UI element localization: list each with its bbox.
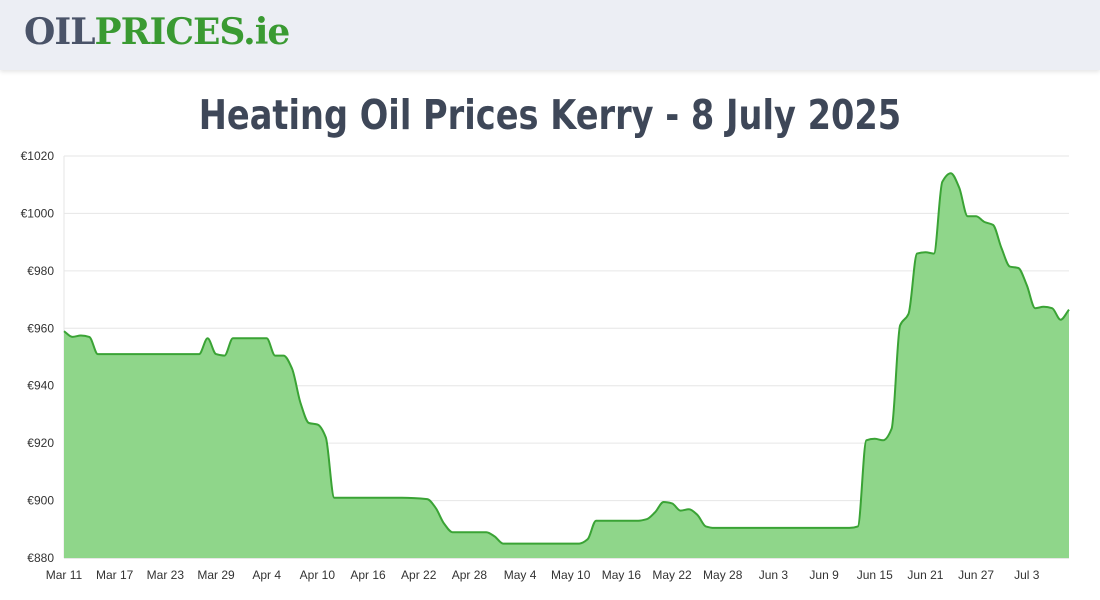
x-tick-label: Jun 9 <box>809 568 839 582</box>
y-tick-label: €980 <box>27 264 54 278</box>
x-tick-label: Mar 23 <box>147 568 185 582</box>
x-tick-label: Jun 15 <box>857 568 893 582</box>
price-area-fill <box>64 173 1069 558</box>
price-line <box>63 172 1070 545</box>
x-tick-label: Jun 3 <box>759 568 789 582</box>
logo-part-oil: OIL <box>24 11 96 53</box>
x-tick-label: May 16 <box>602 568 642 582</box>
price-chart: €880 €900 €920 €940 €960 €980 €1000 €1020 Mar 1… <box>21 149 1070 582</box>
y-tick-label: €960 <box>27 321 54 335</box>
x-tick-label: Jun 21 <box>907 568 943 582</box>
x-tick-label: Apr 22 <box>401 568 437 582</box>
x-tick-label: Apr 4 <box>252 568 281 582</box>
x-tick-label: Jun 27 <box>958 568 994 582</box>
logo-part-ie: .ie <box>243 11 290 53</box>
x-tick-label: Apr 28 <box>452 568 488 582</box>
y-tick-label: €920 <box>27 436 54 450</box>
x-tick-label: May 10 <box>551 568 591 582</box>
site-header: OILPRICES.ie <box>0 0 1100 70</box>
x-axis-ticks: Mar 11 Mar 17 Mar 23 Mar 29 Apr 4 Apr 10 Apr 1… <box>46 568 1040 582</box>
x-tick-label: Apr 16 <box>350 568 386 582</box>
x-tick-label: Apr 10 <box>300 568 336 582</box>
x-tick-label: Mar 11 <box>46 568 83 582</box>
site-logo[interactable]: OILPRICES.ie <box>24 11 290 53</box>
x-tick-label: Mar 17 <box>96 568 134 582</box>
y-tick-label: €1000 <box>21 206 55 220</box>
x-tick-label: May 28 <box>703 568 743 582</box>
y-tick-label: €940 <box>27 379 54 393</box>
y-axis-ticks: €880 €900 €920 €940 €960 €980 €1000 €1020 <box>21 149 55 565</box>
page-title: Heating Oil Prices Kerry - 8 July 2025 <box>198 91 902 139</box>
logo-part-prices: PRICES <box>94 11 245 53</box>
y-tick-label: €1020 <box>21 149 55 163</box>
x-tick-label: May 4 <box>504 568 537 582</box>
x-tick-label: Jul 3 <box>1014 568 1040 582</box>
y-tick-label: €900 <box>27 494 54 508</box>
x-tick-label: May 22 <box>652 568 692 582</box>
y-tick-label: €880 <box>27 551 54 565</box>
x-tick-label: Mar 29 <box>197 568 235 582</box>
